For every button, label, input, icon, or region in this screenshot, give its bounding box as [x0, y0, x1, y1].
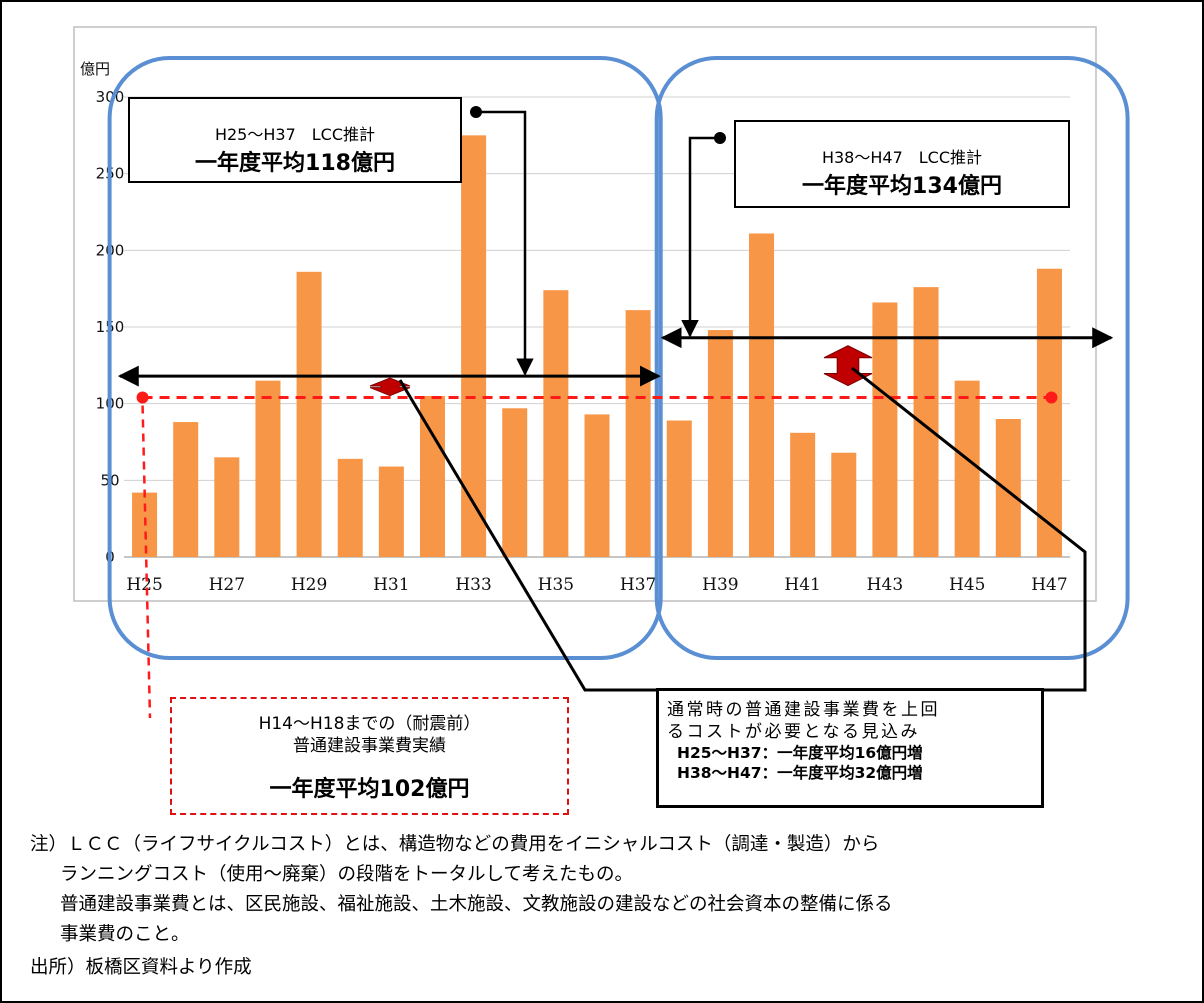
note-line-4: 事業費のこと。 [60, 924, 190, 945]
x-tick-label: H33 [455, 575, 491, 595]
x-ticks: H25 H27 H29 H31 H33 H35 H37 H39 H41 H43 H45 H47 [126, 575, 1067, 595]
left-period-sub: H25〜H37 LCC推計 [214, 125, 376, 144]
notes: 注）ＬＣＣ（ライフサイクルコスト）とは、構造物などの費用をイニシャルコスト（調達… [30, 830, 1190, 950]
note-line-1: 注）ＬＣＣ（ライフサイクルコスト）とは、構造物などの費用をイニシャルコスト（調達… [30, 834, 880, 855]
excess-cost-callout: 通常時の普通建設事業費を上回 るコストが必要となる見込み H25〜H37：一年度… [656, 688, 1044, 808]
x-tick-label: H35 [538, 575, 574, 595]
baseline-callout: H14〜H18までの（耐震前） 普通建設事業費実績 一年度平均102億円 [170, 697, 569, 815]
baseline-sub-2: 普通建設事業費実績 [293, 736, 446, 756]
connector-left [476, 110, 534, 376]
connector-left-dot [470, 106, 482, 118]
note-line-2: ランニングコスト（使用〜廃棄）の段階をトータルして考えたもの。 [60, 864, 633, 885]
connector-right-dot [714, 132, 726, 144]
bar-H45 [954, 380, 980, 557]
bar-H38 [666, 420, 692, 557]
bar-H42 [831, 452, 857, 557]
bar-H40 [749, 233, 775, 557]
baseline-dot-left [136, 391, 149, 404]
right-period-main: 一年度平均134億円 [802, 174, 1002, 199]
bar-H43 [872, 302, 898, 557]
x-tick-label: H31 [373, 575, 409, 595]
group-outline-h38-h47 [654, 56, 1130, 660]
bar-H33 [461, 135, 487, 558]
x-tick-label: H29 [291, 575, 327, 595]
bar-H35 [543, 290, 569, 557]
x-tick-label: H43 [867, 575, 903, 595]
baseline-dot-right [1045, 391, 1058, 404]
x-tick-label: H45 [949, 575, 985, 595]
x-tick-label: H39 [702, 575, 738, 595]
baseline-sub-1: H14〜H18までの（耐震前） [258, 714, 481, 734]
bar-H36 [584, 414, 610, 557]
excess-line-2: H38〜H47：一年度平均32億円増 [677, 764, 923, 782]
y-axis-label: 億円 [80, 60, 110, 78]
excess-desc-1: 通常時の普通建設事業費を上回 [667, 700, 940, 720]
bar-H27 [214, 457, 240, 557]
bars [132, 135, 1062, 558]
right-period-sub: H38〜H47 LCC推計 [821, 148, 983, 167]
left-period-callout: H25〜H37 LCC推計 一年度平均118億円 [128, 97, 462, 183]
bar-H47 [1036, 268, 1062, 557]
bar-H37 [625, 310, 651, 557]
bar-H28 [255, 380, 281, 557]
x-tick-label: H47 [1031, 575, 1067, 595]
bar-H29 [296, 271, 322, 557]
excess-line-1: H25〜H37：一年度平均16億円増 [677, 744, 923, 762]
source-note: 出所）板橋区資料より作成 [30, 957, 252, 978]
connector-right [681, 136, 720, 338]
bar-H41 [790, 432, 816, 557]
bar-H30 [337, 458, 363, 557]
left-period-main: 一年度平均118億円 [195, 151, 395, 176]
x-tick-label: H41 [784, 575, 820, 595]
group-outline-h25-h37 [107, 56, 663, 660]
bar-H39 [707, 330, 733, 557]
bar-H34 [502, 408, 528, 557]
note-line-3: 普通建設事業費とは、区民施設、福祉施設、土木施設、文教施設の建設などの社会資本の… [60, 894, 893, 915]
baseline-leader [141, 405, 152, 719]
bar-H26 [173, 422, 199, 557]
x-tick-label: H37 [620, 575, 656, 595]
bar-H46 [995, 419, 1021, 557]
excess-desc-2: るコストが必要となる見込み [667, 722, 920, 742]
bar-H31 [378, 466, 404, 557]
bar-H44 [913, 287, 939, 557]
x-tick-label: H25 [126, 575, 162, 595]
x-tick-label: H27 [209, 575, 245, 595]
baseline-main: 一年度平均102億円 [269, 777, 470, 802]
pointer-right [851, 366, 1087, 692]
right-period-callout: H38〜H47 LCC推計 一年度平均134億円 [734, 120, 1070, 208]
